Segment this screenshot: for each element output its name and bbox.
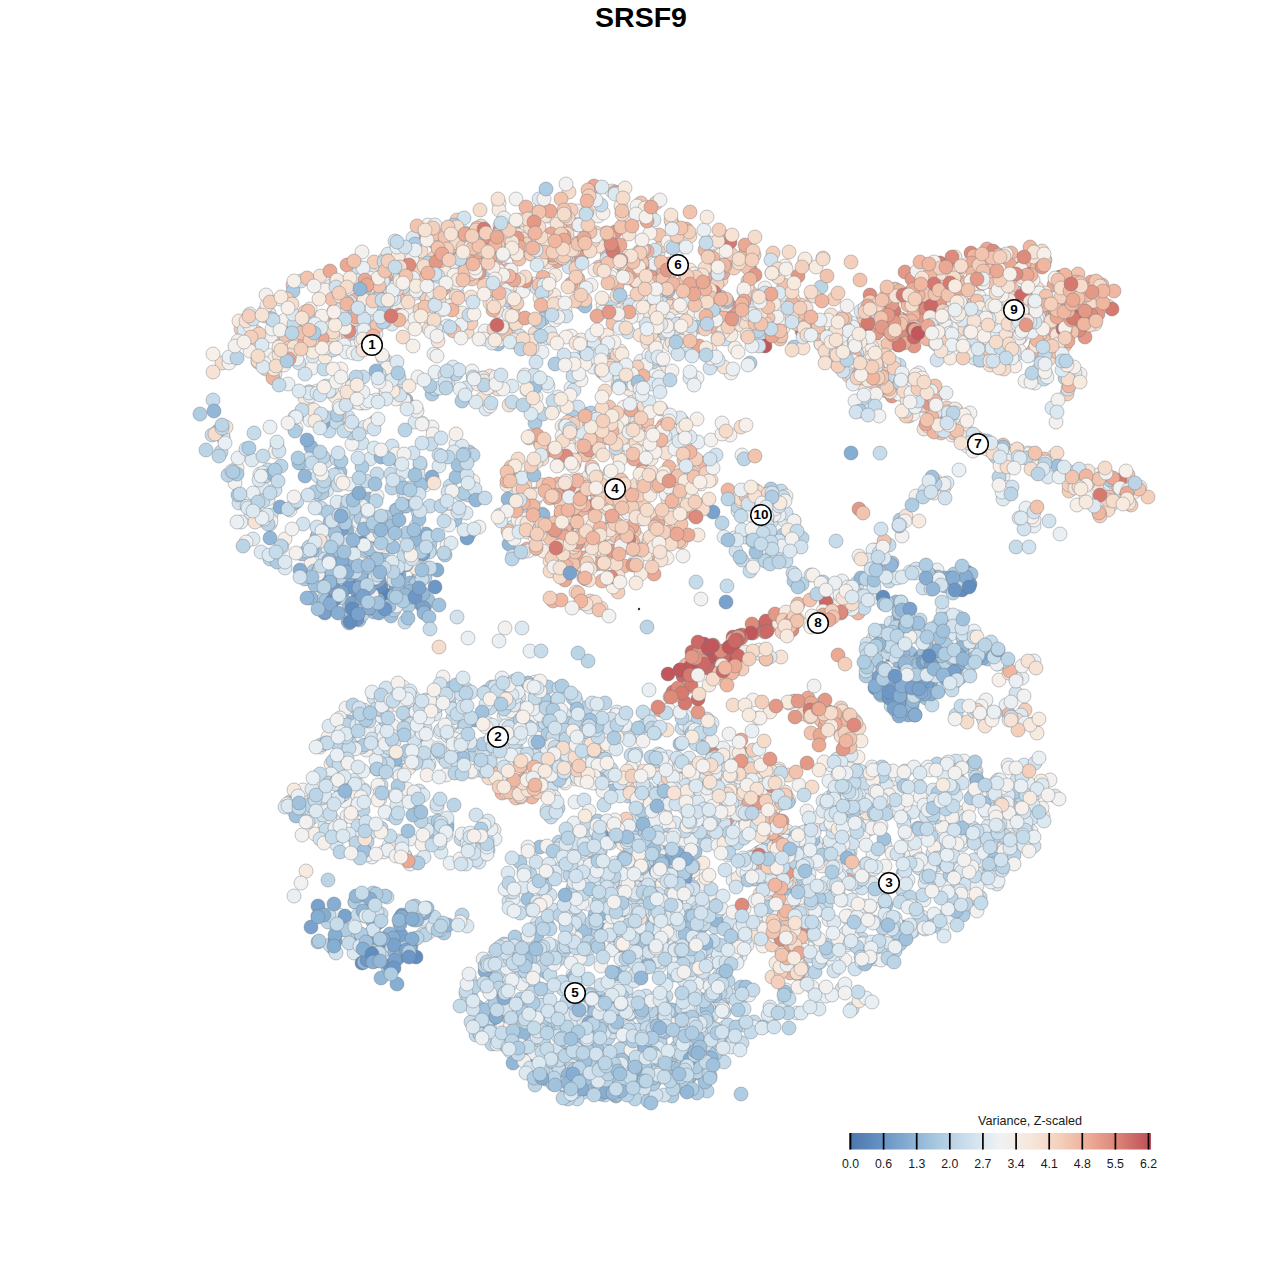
svg-text:6: 6: [674, 257, 682, 272]
svg-text:8: 8: [814, 615, 822, 630]
svg-text:6.2: 6.2: [1140, 1157, 1157, 1171]
svg-text:10: 10: [753, 507, 768, 522]
svg-text:4.1: 4.1: [1041, 1157, 1058, 1171]
svg-text:4: 4: [611, 481, 619, 496]
svg-text:9: 9: [1010, 302, 1018, 317]
svg-text:5.5: 5.5: [1107, 1157, 1124, 1171]
svg-text:2.0: 2.0: [941, 1157, 958, 1171]
svg-text:1.3: 1.3: [908, 1157, 925, 1171]
svg-text:Variance, Z-scaled: Variance, Z-scaled: [978, 1114, 1082, 1128]
svg-text:0.6: 0.6: [875, 1157, 892, 1171]
svg-text:4.8: 4.8: [1074, 1157, 1091, 1171]
svg-text:SRSF9: SRSF9: [595, 1, 687, 33]
svg-text:1: 1: [368, 337, 376, 352]
svg-text:2.7: 2.7: [974, 1157, 991, 1171]
svg-text:5: 5: [571, 985, 579, 1000]
svg-text:3: 3: [885, 875, 893, 890]
svg-text:2: 2: [494, 729, 502, 744]
svg-text:3.4: 3.4: [1008, 1157, 1025, 1171]
svg-text:0.0: 0.0: [842, 1157, 859, 1171]
svg-text:7: 7: [974, 436, 982, 451]
